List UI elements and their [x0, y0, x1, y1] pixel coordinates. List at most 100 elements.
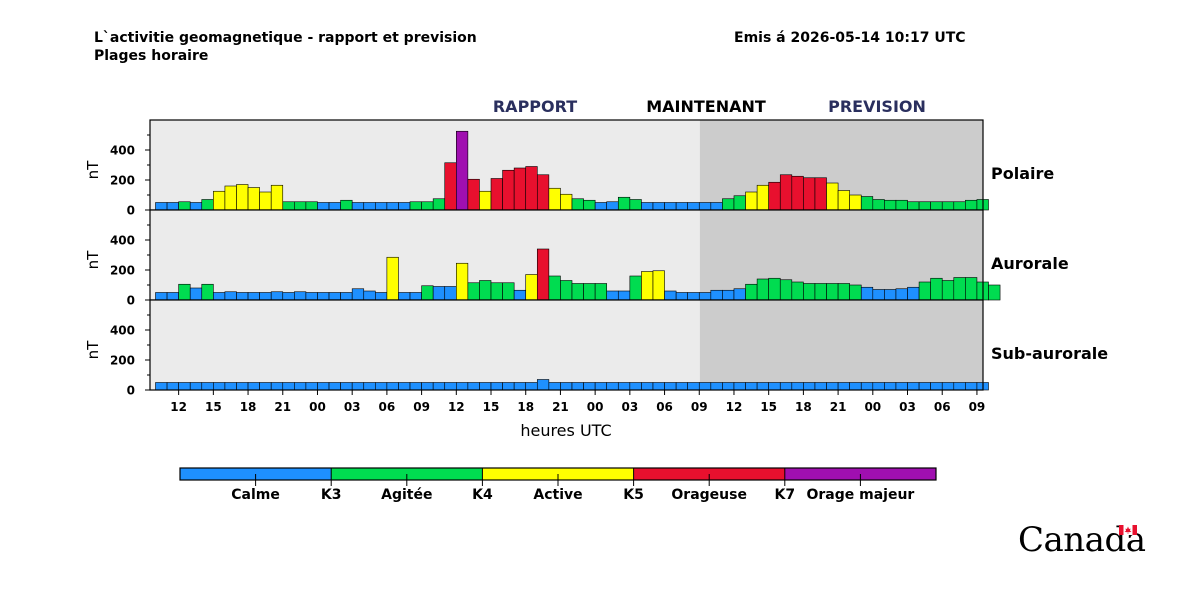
bar-aurorale-52: [756, 278, 769, 301]
bar-polaire-37: [583, 199, 596, 211]
bar-polaire-57: [814, 177, 827, 211]
bar-sub-aurorale-42: [641, 382, 654, 391]
bar-sub-aurorale-11: [282, 382, 295, 391]
bar-aurorale-50: [733, 288, 746, 301]
bar-aurorale-17: [351, 288, 365, 301]
bar-sub-aurorale-38: [594, 382, 608, 391]
bar-aurorale-56: [803, 283, 816, 301]
bar-polaire-48: [710, 202, 723, 211]
bar-polaire-2: [178, 201, 191, 211]
y-tick-label-sub-aurorale-400: 400: [110, 324, 135, 338]
bar-sub-aurorale-49: [722, 382, 735, 391]
bar-aurorale-70: [965, 277, 978, 301]
y-tick-label-aurorale-0: 0: [127, 294, 135, 308]
bar-sub-aurorale-15: [328, 382, 341, 391]
y-axis-label-sub-aurorale: nT: [84, 340, 102, 360]
bar-polaire-10: [270, 184, 284, 211]
x-tick-label-11: 21: [552, 400, 569, 414]
bar-sub-aurorale-1: [166, 382, 179, 391]
bar-polaire-51: [745, 191, 758, 211]
bar-sub-aurorale-58: [826, 382, 839, 391]
bar-polaire-19: [375, 202, 388, 211]
bar-sub-aurorale-24: [432, 382, 446, 391]
bar-aurorale-30: [502, 282, 515, 301]
bar-sub-aurorale-36: [571, 382, 584, 391]
bar-aurorale-69: [953, 277, 966, 301]
bar-polaire-45: [675, 202, 688, 211]
bar-polaire-16: [340, 199, 353, 211]
bar-sub-aurorale-9: [259, 382, 272, 391]
bar-aurorale-38: [594, 283, 608, 301]
bar-sub-aurorale-34: [548, 382, 561, 391]
bar-aurorale-72: [988, 284, 1001, 301]
bar-aurorale-66: [918, 281, 931, 301]
legend-label-orageuse: Orageuse: [671, 487, 747, 503]
bar-aurorale-29: [490, 282, 503, 301]
bar-sub-aurorale-31: [513, 382, 527, 391]
bar-polaire-49: [722, 198, 735, 211]
bar-sub-aurorale-21: [398, 382, 411, 391]
bar-aurorale-42: [641, 271, 654, 301]
bar-polaire-60: [849, 194, 862, 211]
bar-polaire-30: [502, 169, 515, 211]
bar-sub-aurorale-29: [490, 382, 503, 391]
legend-frame: [179, 467, 937, 481]
bar-sub-aurorale-6: [224, 382, 237, 391]
bar-sub-aurorale-48: [710, 382, 723, 391]
bar-aurorale-63: [884, 289, 897, 301]
x-tick-label-10: 18: [517, 400, 534, 414]
chart-subtitle: Plages horaire: [94, 48, 209, 64]
x-tick-label-4: 00: [309, 400, 326, 414]
bar-polaire-25: [444, 162, 457, 211]
x-tick-label-19: 21: [830, 400, 847, 414]
bar-sub-aurorale-26: [456, 382, 469, 391]
bar-sub-aurorale-14: [317, 382, 330, 391]
bar-sub-aurorale-69: [953, 382, 966, 391]
bar-sub-aurorale-33: [536, 379, 550, 391]
bar-aurorale-10: [270, 291, 284, 301]
bar-sub-aurorale-13: [305, 382, 318, 391]
bar-polaire-34: [548, 187, 561, 211]
bar-polaire-8: [247, 187, 260, 211]
bar-polaire-24: [432, 198, 446, 211]
bar-aurorale-64: [895, 288, 908, 301]
bar-sub-aurorale-17: [351, 382, 365, 391]
bar-polaire-23: [421, 201, 434, 211]
bar-aurorale-19: [375, 292, 388, 301]
legend-threshold-k7: K7: [775, 487, 796, 503]
chart-title: L`activitie geomagnetique - rapport et p…: [94, 30, 477, 46]
bar-aurorale-33: [536, 248, 550, 301]
bar-aurorale-47: [698, 292, 712, 301]
bar-sub-aurorale-32: [525, 382, 538, 391]
bar-sub-aurorale-27: [467, 382, 480, 391]
bar-aurorale-12: [294, 291, 307, 301]
bar-sub-aurorale-57: [814, 382, 827, 391]
x-tick-label-15: 09: [691, 400, 708, 414]
y-tick-label-sub-aurorale-0: 0: [127, 384, 135, 398]
bar-polaire-41: [629, 199, 642, 211]
bar-polaire-28: [479, 190, 492, 211]
bar-polaire-15: [328, 202, 341, 211]
y-tick-label-polaire-200: 200: [110, 174, 135, 188]
bar-sub-aurorale-51: [745, 382, 758, 391]
bar-polaire-7: [236, 184, 249, 211]
bar-aurorale-58: [826, 283, 839, 301]
x-axis-label: heures UTC: [520, 421, 611, 440]
bar-aurorale-39: [606, 290, 619, 301]
bar-aurorale-26: [456, 262, 469, 301]
bar-polaire-47: [698, 202, 712, 211]
y-tick-label-sub-aurorale-200: 200: [110, 354, 135, 368]
bar-aurorale-8: [247, 292, 260, 301]
panel-label-sub-aurorale: Sub-aurorale: [991, 344, 1108, 363]
bar-sub-aurorale-2: [178, 382, 191, 391]
bar-aurorale-13: [305, 292, 318, 301]
bar-sub-aurorale-62: [872, 382, 885, 391]
bar-aurorale-61: [860, 286, 874, 301]
bar-sub-aurorale-47: [698, 382, 712, 391]
legend-label-calme: Calme: [231, 487, 280, 503]
bar-aurorale-49: [722, 289, 735, 301]
bar-sub-aurorale-40: [617, 382, 631, 391]
y-tick-label-aurorale-400: 400: [110, 234, 135, 248]
bar-polaire-4: [201, 199, 214, 211]
